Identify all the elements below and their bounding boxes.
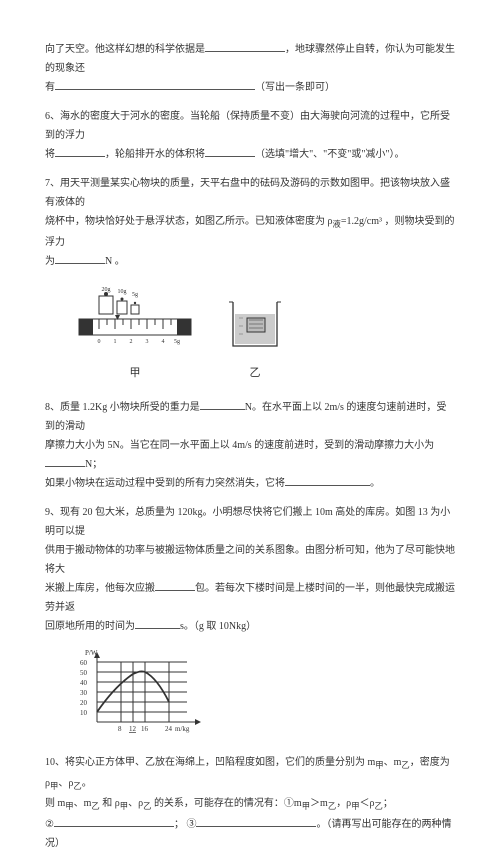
svg-text:60: 60 <box>80 659 88 667</box>
blank[interactable] <box>200 399 245 410</box>
svg-text:3: 3 <box>146 339 149 345</box>
blank[interactable] <box>45 456 85 467</box>
balance-label: 甲 <box>75 363 195 384</box>
svg-text:30: 30 <box>80 689 88 697</box>
text: N 。 <box>105 256 125 267</box>
text: 将 <box>45 149 55 160</box>
text: 米搬上库房，他每次应搬 <box>45 583 155 594</box>
svg-text:4: 4 <box>162 339 165 345</box>
text: 如果小物块在运动过程中受到的所有力突然消失，它将 <box>45 478 285 489</box>
subscript: 液 <box>333 220 341 229</box>
question-6: 6、海水的密度大于河水的密度。当轮船（保持质量不变）由大海驶向河流的过程中，它所… <box>45 107 455 164</box>
text: s。（g 取 10Nkg） <box>180 621 256 632</box>
beaker-label: 乙 <box>225 363 285 384</box>
question-10: 10、将实心正方体甲、乙放在海绵上，凹陷程度如图，它们的质量分别为 m甲、m乙，… <box>45 753 455 853</box>
svg-text:1: 1 <box>114 339 117 345</box>
text: 。 <box>370 478 380 489</box>
blank[interactable] <box>55 79 255 90</box>
text: 烧杯中，物块恰好处于悬浮状态，如图乙所示。已知液体密度为 ρ <box>45 216 333 227</box>
text: 回原地所用的时间为 <box>45 621 135 632</box>
blank[interactable] <box>54 816 174 827</box>
svg-text:16: 16 <box>141 725 149 733</box>
svg-text:50: 50 <box>80 669 88 677</box>
svg-text:40: 40 <box>80 679 88 687</box>
text: 7、用天平测量某实心物块的质量，天平右盘中的砝码及游码的示数如图甲。把该物块放入… <box>45 178 450 208</box>
chart-xunit: m/kg <box>175 725 190 733</box>
text: ，轮船排开水的体积将 <box>105 149 205 160</box>
blank[interactable] <box>55 146 105 157</box>
text: 供用于搬动物体的功率与被搬运物体质量之间的关系图象。由图分析可知，他为了尽可能快… <box>45 545 455 575</box>
balance-figure: 20g 10g 5g 0 1 2 3 4 5g 甲 <box>75 281 195 384</box>
blank[interactable] <box>205 41 285 52</box>
blank[interactable] <box>155 580 195 591</box>
blank[interactable] <box>285 475 370 486</box>
question-8: 8、质量 1.2Kg 小物块所受的重力是N。在水平面上以 2m/s 的速度匀速前… <box>45 398 455 493</box>
blank[interactable] <box>55 253 105 264</box>
text: 向了天空。他这样幻想的科学依据是 <box>45 44 205 55</box>
svg-text:10g: 10g <box>118 289 127 295</box>
beaker-svg <box>225 296 285 356</box>
balance-svg: 20g 10g 5g 0 1 2 3 4 5g <box>75 281 195 356</box>
text: 6、海水的密度大于河水的密度。当轮船（保持质量不变）由大海驶向河流的过程中，它所… <box>45 111 450 141</box>
svg-text:10: 10 <box>80 709 88 717</box>
svg-text:12: 12 <box>129 725 137 733</box>
blank[interactable] <box>196 816 316 827</box>
svg-text:0: 0 <box>98 339 101 345</box>
svg-text:8: 8 <box>118 725 122 733</box>
text: 9、现有 20 包大米，总质量为 120kg。小明想尽快将它们搬上 10m 高处… <box>45 507 450 537</box>
text: 8、质量 1.2Kg 小物块所受的重力是 <box>45 402 200 413</box>
blank[interactable] <box>135 618 180 629</box>
text: N； <box>85 459 102 470</box>
svg-text:2: 2 <box>130 339 133 345</box>
svg-text:24: 24 <box>165 725 173 733</box>
chart-svg: P/W 605040302010 8121624 m/kg <box>75 646 215 736</box>
svg-text:5g: 5g <box>132 292 138 298</box>
svg-text:20g: 20g <box>102 287 111 293</box>
beaker-figure: 乙 <box>225 296 285 384</box>
text: 有 <box>45 82 55 93</box>
question-7: 7、用天平测量某实心物块的质量，天平右盘中的砝码及游码的示数如图甲。把该物块放入… <box>45 174 455 271</box>
question-9: 9、现有 20 包大米，总质量为 120kg。小明想尽快将它们搬上 10m 高处… <box>45 503 455 636</box>
text: （写出一条即可） <box>255 82 335 93</box>
text: 摩擦力大小为 5N。当它在同一水平面上以 4m/s 的速度前进时，受到的滑动摩擦… <box>45 440 434 451</box>
text: （选填"增大"、"不变"或"减小"）。 <box>255 149 405 160</box>
figure-row: 20g 10g 5g 0 1 2 3 4 5g 甲 <box>75 281 455 384</box>
question-5-tail: 向了天空。他这样幻想的科学依据是，地球骤然停止自转，你认为可能发生的现象还 有（… <box>45 40 455 97</box>
text: 10、将实心正方体甲、乙放在海绵上，凹陷程度如图，它们的质量分别为 m <box>45 757 375 768</box>
text: 为 <box>45 256 55 267</box>
power-mass-chart: P/W 605040302010 8121624 m/kg <box>75 646 455 743</box>
svg-text:20: 20 <box>80 699 88 707</box>
svg-text:5g: 5g <box>174 339 180 345</box>
blank[interactable] <box>205 146 255 157</box>
